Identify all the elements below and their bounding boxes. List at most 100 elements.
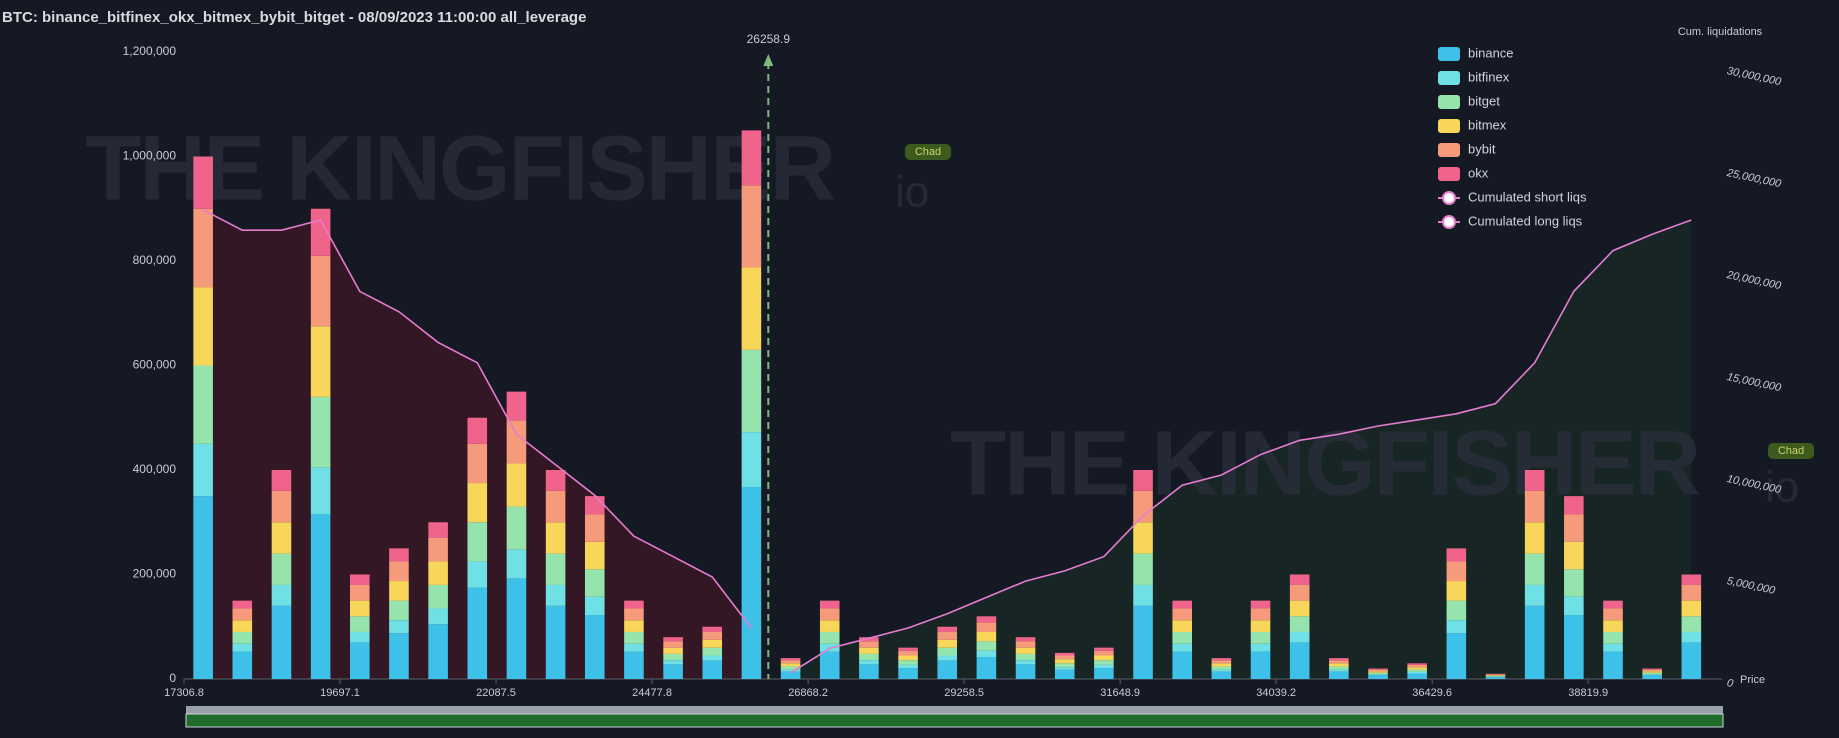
- bar: [1485, 677, 1506, 679]
- legend-label[interactable]: bitget: [1468, 93, 1500, 108]
- bar: [663, 660, 683, 665]
- bar: [349, 584, 370, 601]
- bar: [1211, 666, 1232, 670]
- legend-label[interactable]: Cumulated short liqs: [1468, 189, 1587, 204]
- bar: [1603, 600, 1623, 609]
- bar: [545, 605, 566, 679]
- bar: [349, 600, 370, 617]
- legend-swatch: [1438, 47, 1460, 61]
- bar: [1642, 669, 1662, 672]
- x-axis-label: Price: [1740, 674, 1765, 686]
- bar: [467, 417, 488, 444]
- legend-label[interactable]: binance: [1468, 45, 1514, 60]
- bar: [702, 655, 723, 661]
- bar: [937, 647, 958, 656]
- bar: [1368, 668, 1388, 670]
- bar: [780, 658, 801, 661]
- bar: [506, 578, 527, 679]
- bar: [1094, 647, 1114, 651]
- y-tick-label: 400,000: [133, 462, 177, 476]
- bar: [193, 365, 213, 444]
- y-tick-label: 600,000: [133, 358, 177, 372]
- bar: [819, 600, 840, 609]
- legend-label[interactable]: bitfinex: [1468, 69, 1510, 84]
- legend-label[interactable]: okx: [1468, 165, 1489, 180]
- bar: [898, 655, 918, 661]
- x-tick-label: 29258.5: [944, 687, 984, 699]
- bar: [663, 647, 683, 654]
- bar: [545, 490, 566, 523]
- bar: [389, 581, 409, 601]
- bar: [1329, 666, 1349, 670]
- bar: [741, 349, 762, 433]
- bar: [1524, 522, 1545, 554]
- bar: [976, 657, 997, 679]
- bar: [310, 467, 331, 515]
- scrollbar-range[interactable]: [185, 713, 1724, 728]
- bar: [1133, 522, 1153, 554]
- bar: [663, 664, 683, 679]
- bar: [624, 631, 644, 644]
- bar: [349, 616, 370, 632]
- y-tick-label: 1,200,000: [123, 44, 177, 58]
- legend-label[interactable]: Cumulated long liqs: [1468, 213, 1583, 228]
- bar: [1524, 584, 1545, 606]
- bar: [937, 660, 958, 679]
- bar: [1603, 651, 1623, 679]
- bar: [428, 561, 448, 585]
- badge-box: [905, 144, 951, 160]
- bar: [1015, 664, 1036, 679]
- badge-box: [1768, 443, 1814, 459]
- bar: [741, 130, 762, 186]
- x-tick-label: 26868.2: [788, 687, 828, 699]
- bar: [1642, 674, 1662, 676]
- legend-swatch: [1438, 95, 1460, 109]
- bar: [1289, 574, 1310, 585]
- bar: [819, 608, 840, 621]
- legend-label[interactable]: bitmex: [1468, 117, 1507, 132]
- bar: [1485, 673, 1506, 675]
- bar: [584, 514, 605, 542]
- bar: [389, 620, 409, 634]
- bar: [1094, 668, 1114, 679]
- bar: [859, 641, 879, 648]
- bar: [1407, 667, 1427, 670]
- legend-label[interactable]: bybit: [1468, 141, 1496, 156]
- y-tick-label: 200,000: [133, 567, 177, 581]
- bar: [545, 553, 566, 585]
- bar: [467, 522, 488, 562]
- bar: [545, 584, 566, 606]
- scrollbar-track[interactable]: [186, 706, 1723, 714]
- bar: [506, 506, 527, 550]
- bar: [506, 549, 527, 579]
- bar: [271, 584, 292, 606]
- bar: [271, 605, 292, 679]
- bar: [1446, 633, 1467, 679]
- bar: [1133, 605, 1153, 679]
- bar: [310, 396, 331, 468]
- bar: [1015, 641, 1036, 648]
- bar: [428, 537, 448, 562]
- bar: [1642, 672, 1662, 675]
- bar: [584, 496, 605, 515]
- bar: [232, 643, 253, 652]
- bar: [1564, 614, 1584, 679]
- bar: [1211, 671, 1232, 679]
- bar: [584, 596, 605, 615]
- bar: [702, 631, 723, 640]
- bar: [193, 443, 213, 497]
- bar: [428, 584, 448, 609]
- bar: [1681, 642, 1702, 679]
- bar: [1250, 608, 1271, 621]
- bar: [1368, 671, 1388, 673]
- bar: [937, 655, 958, 661]
- bar: [898, 660, 918, 665]
- bar: [1289, 631, 1310, 643]
- bar: [741, 432, 762, 487]
- chart-title: BTC: binance_bitfinex_okx_bitmex_bybit_b…: [2, 9, 586, 26]
- bar: [1681, 631, 1702, 643]
- y2-axis-label: Cum. liquidations: [1678, 26, 1763, 38]
- bar: [1054, 655, 1075, 660]
- legend-swatch: [1438, 119, 1460, 133]
